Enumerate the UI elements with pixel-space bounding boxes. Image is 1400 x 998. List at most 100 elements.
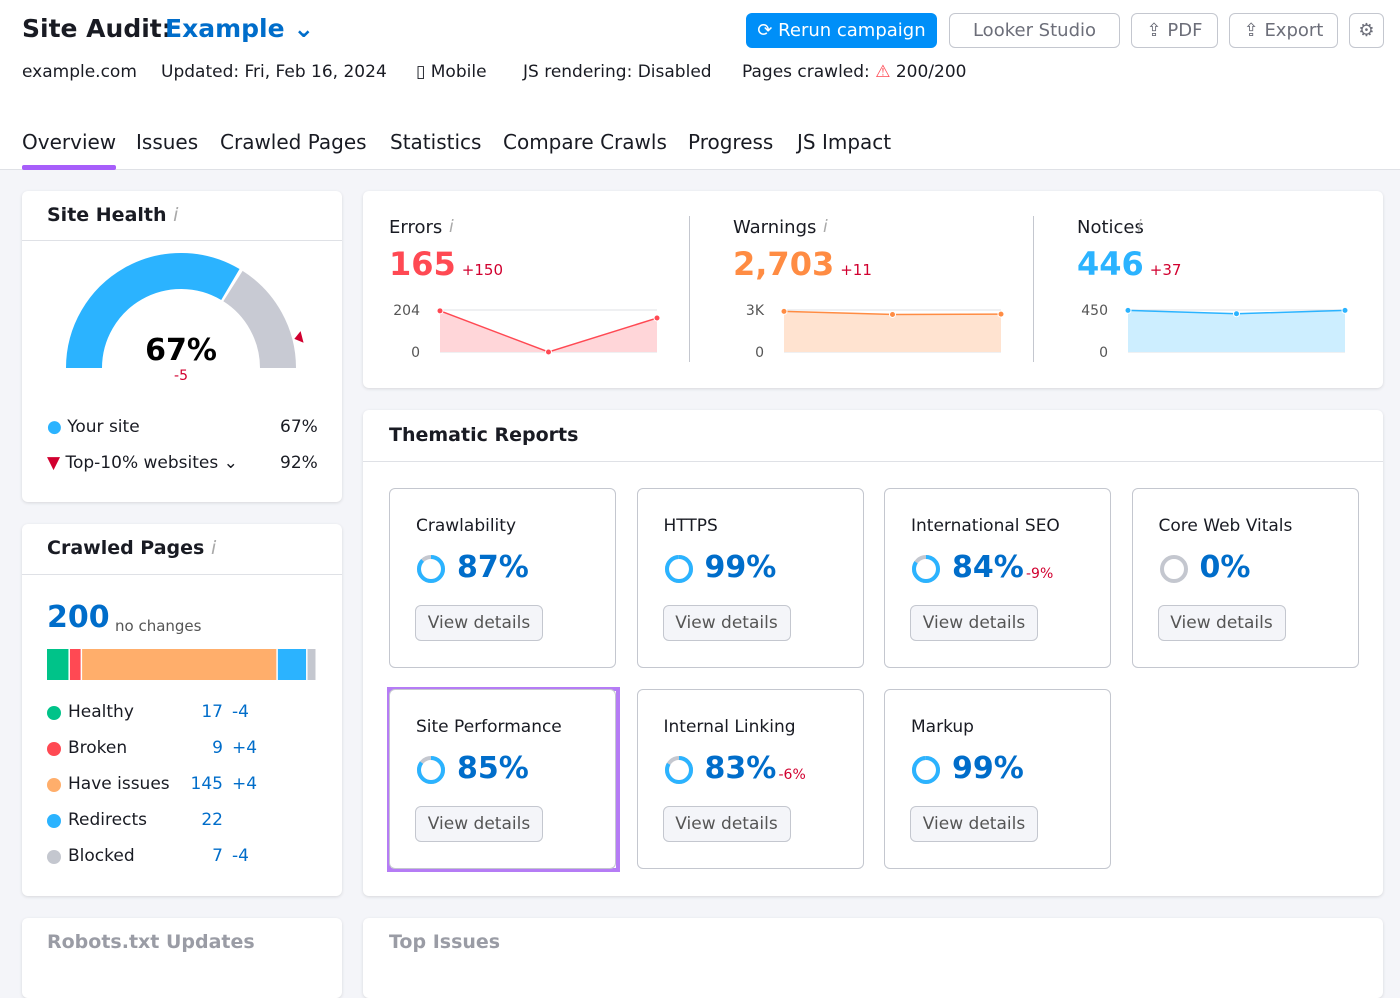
row-count: 9	[212, 738, 223, 758]
bar-segment	[47, 649, 69, 680]
donut-value	[417, 555, 445, 583]
y-tick-label: 3K	[746, 303, 765, 319]
tab[interactable]: Overview	[22, 130, 117, 154]
donut-track	[1159, 555, 1188, 583]
donut-value	[664, 555, 693, 583]
issue-info: i	[1137, 217, 1142, 237]
separator	[689, 216, 690, 362]
report-change: -6%	[778, 767, 806, 783]
report-name: Core Web Vitals	[1158, 516, 1293, 536]
row-name: Have issues	[68, 774, 170, 794]
legend-dot	[47, 814, 61, 828]
domain: example.com	[22, 62, 137, 82]
donut	[664, 756, 693, 784]
sparkline-point	[997, 310, 1005, 318]
export-button[interactable]: ⇪ Export	[1229, 13, 1338, 48]
tab[interactable]: Statistics	[390, 130, 482, 154]
sparkline: 0 450	[1081, 303, 1349, 361]
tab-underline	[22, 165, 116, 170]
button-label: Export	[1264, 20, 1324, 41]
view-details[interactable]: View details	[1157, 605, 1286, 641]
button-label: Rerun campaign	[778, 20, 926, 41]
value: 446	[1077, 245, 1144, 283]
view-details[interactable]: View details	[662, 605, 791, 641]
looker-button[interactable]: Looker Studio	[949, 13, 1120, 48]
report-name: Markup	[911, 717, 974, 737]
sparkline-point	[653, 314, 661, 322]
card-title: Robots.txt Updates	[47, 931, 255, 953]
report-name: Internal Linking	[663, 717, 796, 737]
sparkline-area	[440, 310, 657, 352]
issues-card	[363, 191, 1383, 388]
card-title: Thematic Reports	[389, 424, 579, 446]
divider	[22, 240, 342, 241]
view-details[interactable]: View details	[415, 605, 543, 641]
sparkline-point	[1124, 306, 1132, 314]
donut-value	[417, 756, 445, 784]
issue-value: 446 +37	[1077, 245, 1181, 283]
issue-value: 165 +150	[389, 245, 503, 283]
legend-dot	[47, 778, 61, 792]
change: +11	[840, 261, 872, 279]
device: ▯ Mobile	[416, 62, 487, 82]
crawled-bar	[47, 649, 316, 680]
tab[interactable]: Crawled Pages	[220, 130, 367, 154]
legend-top10[interactable]: ▼ Top-10% websites ⌄	[47, 453, 238, 473]
button-label: Looker Studio	[972, 20, 1097, 41]
report-name: Site Performance	[416, 717, 562, 737]
project[interactable]: Example ⌄	[165, 14, 315, 43]
report-name: HTTPS	[663, 516, 718, 536]
donut	[912, 756, 940, 784]
view-details[interactable]: View details	[662, 806, 791, 842]
row-count: 17	[201, 702, 223, 722]
your-site-value: 67%	[280, 417, 318, 437]
project-name[interactable]: Example	[165, 14, 285, 43]
row-change: +4	[232, 738, 258, 758]
updated: Updated: Fri, Feb 16, 2024	[161, 62, 387, 82]
card-title: Top Issues	[389, 931, 501, 953]
donut	[912, 555, 940, 583]
crawled-note: no changes	[115, 617, 202, 635]
issue-value: 2,703 +11	[733, 245, 872, 283]
top10-marker	[294, 331, 304, 343]
view-details[interactable]: View details	[910, 806, 1038, 842]
issue-name: Notices	[1077, 217, 1144, 238]
tab[interactable]: Progress	[688, 130, 774, 154]
report-name: Crawlability	[416, 516, 517, 536]
tab[interactable]: Compare Crawls	[503, 130, 667, 154]
row-count: 7	[212, 846, 223, 866]
sparkline-point	[1233, 310, 1240, 318]
pdf-button[interactable]: ⇪ PDF	[1131, 13, 1218, 48]
device-label: Mobile	[430, 62, 487, 82]
value: 200/200	[895, 62, 967, 82]
name: Top-10% websites	[65, 453, 219, 473]
change: +150	[461, 261, 503, 279]
divider	[363, 461, 1383, 462]
report-value: 83%	[704, 751, 777, 786]
report-value: 99%	[952, 751, 1024, 786]
report-name: International SEO	[911, 516, 1060, 536]
button-label: PDF	[1167, 20, 1203, 41]
card-title: Site Health i	[47, 204, 179, 226]
issue-name: Warnings	[733, 217, 817, 238]
report-value: 0%	[1199, 550, 1251, 585]
row-name: Blocked	[68, 846, 135, 866]
tab[interactable]: Issues	[136, 130, 199, 154]
row-count: 22	[201, 810, 223, 830]
tab[interactable]: JS Impact	[797, 130, 892, 154]
view-details[interactable]: View details	[415, 806, 543, 842]
legend-dot	[47, 742, 61, 756]
donut-value	[664, 756, 693, 784]
row-change: -4	[232, 702, 249, 722]
js-rendering: JS rendering: Disabled	[523, 62, 712, 82]
row-count: 145	[190, 774, 223, 794]
bar-segment	[69, 649, 81, 680]
y-tick-label: 204	[393, 303, 420, 319]
view-details[interactable]: View details	[910, 605, 1038, 641]
rerun-button[interactable]: ⟳ Rerun campaign	[746, 13, 937, 48]
gauge-label: 67%	[145, 333, 217, 368]
y-tick-label: 0	[1099, 345, 1108, 361]
settings-button[interactable]: ⚙	[1349, 13, 1384, 48]
report-value: 99%	[704, 550, 777, 585]
bar-segment	[82, 649, 277, 680]
